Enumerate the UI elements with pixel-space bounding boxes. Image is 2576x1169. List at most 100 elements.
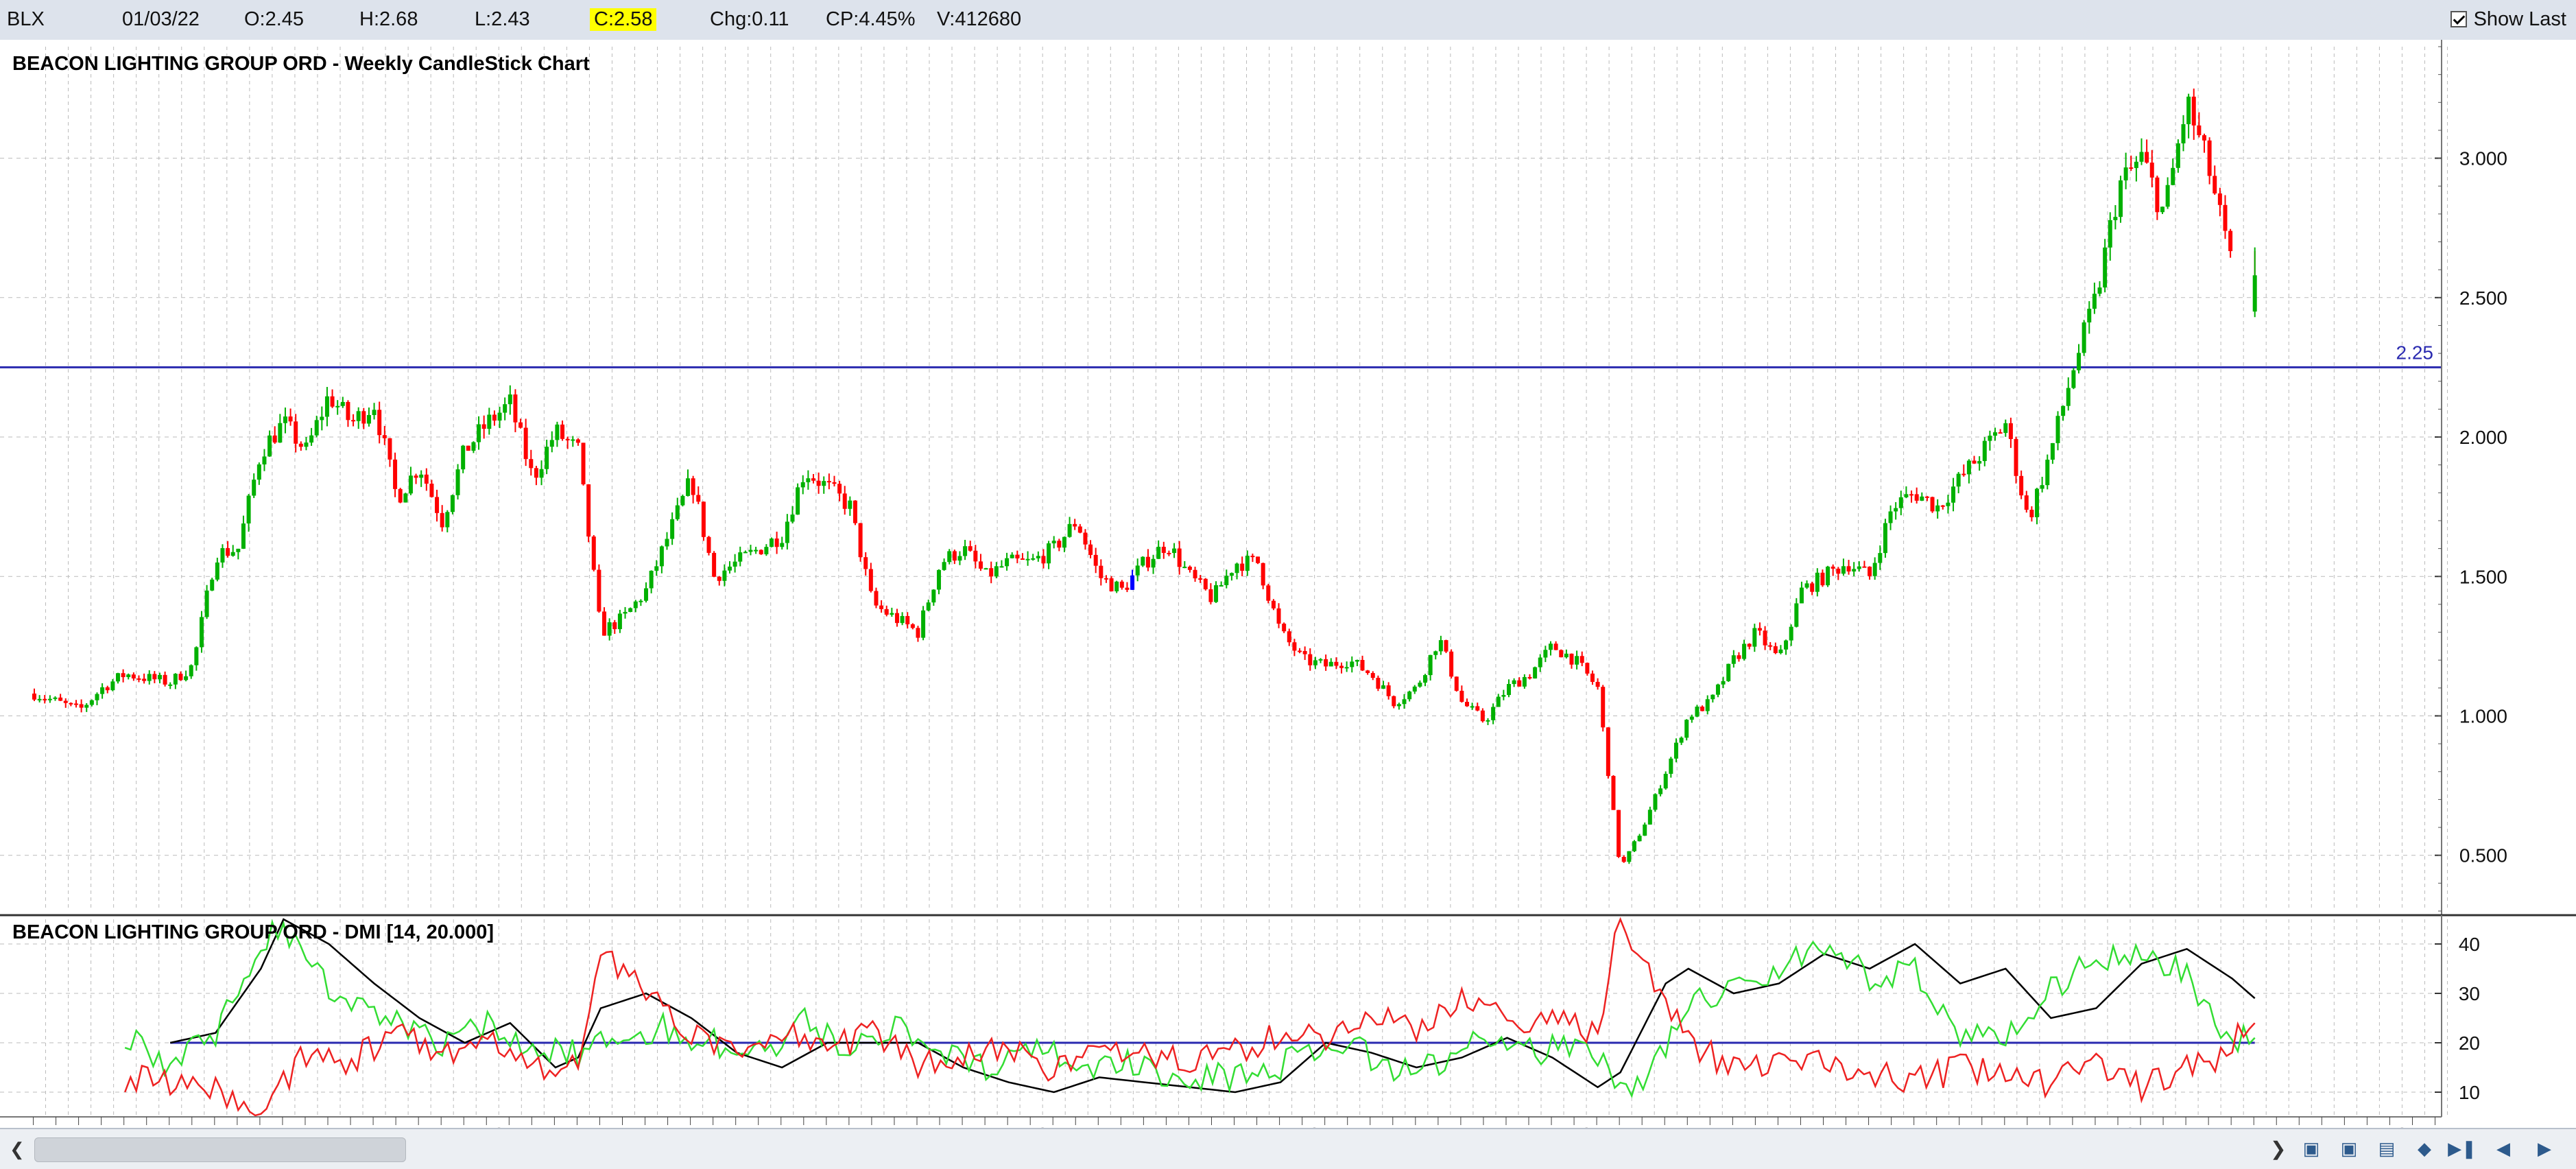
candle[interactable]: [215, 557, 219, 582]
candle[interactable]: [2181, 115, 2186, 152]
candle[interactable]: [1726, 663, 1731, 682]
candle[interactable]: [1041, 549, 1046, 569]
candle[interactable]: [1768, 641, 1773, 650]
candle[interactable]: [665, 532, 669, 550]
print-icon[interactable]: ▤: [2378, 1137, 2396, 1159]
candle[interactable]: [1020, 553, 1025, 560]
plus-di-line[interactable]: [124, 919, 2256, 1098]
candle[interactable]: [983, 567, 988, 570]
candle[interactable]: [1418, 680, 1422, 688]
candle[interactable]: [910, 623, 915, 630]
zoom-in-icon[interactable]: ▣: [2302, 1137, 2320, 1159]
candle[interactable]: [973, 545, 978, 569]
candle[interactable]: [1355, 659, 1359, 666]
candle[interactable]: [43, 694, 47, 704]
candle[interactable]: [351, 414, 356, 427]
candle[interactable]: [147, 670, 152, 685]
candle[interactable]: [1894, 501, 1898, 520]
candle[interactable]: [649, 570, 654, 593]
candle[interactable]: [309, 427, 314, 446]
candle[interactable]: [1527, 674, 1532, 680]
candle[interactable]: [1841, 558, 1846, 576]
candle[interactable]: [1051, 536, 1056, 549]
candle[interactable]: [236, 548, 241, 560]
candle[interactable]: [1810, 581, 1815, 595]
candle[interactable]: [534, 466, 538, 486]
candle[interactable]: [916, 626, 920, 642]
candle[interactable]: [1088, 540, 1093, 558]
candle[interactable]: [1804, 580, 1809, 589]
candle[interactable]: [419, 470, 424, 487]
candle[interactable]: [764, 544, 769, 556]
candle[interactable]: [1773, 642, 1778, 654]
candle[interactable]: [382, 425, 387, 445]
candle[interactable]: [1946, 495, 1951, 514]
candle[interactable]: [1036, 551, 1040, 562]
candle[interactable]: [743, 550, 748, 554]
candle[interactable]: [1031, 554, 1036, 561]
candle[interactable]: [199, 611, 204, 653]
candle[interactable]: [728, 561, 732, 574]
candle[interactable]: [1977, 456, 1982, 471]
candle[interactable]: [1428, 654, 1433, 681]
candle[interactable]: [492, 410, 497, 426]
candle[interactable]: [508, 385, 512, 415]
candle[interactable]: [136, 675, 141, 683]
candle[interactable]: [157, 672, 162, 684]
candle[interactable]: [1909, 490, 1914, 503]
candle[interactable]: [722, 564, 727, 587]
candle[interactable]: [894, 609, 899, 627]
candle[interactable]: [304, 436, 309, 451]
candle[interactable]: [346, 400, 350, 427]
candle[interactable]: [921, 606, 926, 641]
candle[interactable]: [1721, 676, 1726, 689]
candle[interactable]: [1104, 575, 1108, 583]
candle[interactable]: [330, 389, 335, 408]
candle[interactable]: [262, 449, 267, 471]
candle[interactable]: [2024, 491, 2029, 513]
candle[interactable]: [1141, 556, 1145, 567]
candle[interactable]: [2071, 368, 2076, 390]
candle[interactable]: [2055, 411, 2060, 451]
candle[interactable]: [1240, 556, 1245, 577]
candle[interactable]: [639, 599, 643, 606]
candle[interactable]: [1203, 578, 1208, 591]
candle[interactable]: [1486, 718, 1490, 725]
candle[interactable]: [2014, 436, 2018, 484]
candle[interactable]: [1988, 430, 1992, 451]
candle[interactable]: [2029, 506, 2034, 522]
candle[interactable]: [2223, 195, 2228, 239]
candle[interactable]: [84, 702, 89, 712]
candle[interactable]: [1114, 580, 1119, 593]
candle[interactable]: [2155, 176, 2160, 220]
candle[interactable]: [1172, 543, 1177, 558]
candle[interactable]: [445, 510, 450, 532]
candle[interactable]: [1632, 840, 1636, 852]
candle[interactable]: [1559, 649, 1564, 658]
candle[interactable]: [1235, 563, 1239, 580]
candle[interactable]: [47, 695, 52, 703]
candle[interactable]: [79, 699, 84, 713]
candle[interactable]: [1187, 565, 1192, 573]
candle[interactable]: [999, 560, 1004, 568]
candle[interactable]: [53, 696, 58, 701]
candle[interactable]: [612, 619, 617, 634]
candle[interactable]: [1543, 646, 1548, 663]
candle[interactable]: [1287, 628, 1291, 646]
candle[interactable]: [1444, 639, 1448, 653]
candle[interactable]: [2108, 212, 2112, 261]
candle[interactable]: [1830, 564, 1835, 576]
candle[interactable]: [1799, 581, 1804, 604]
candle[interactable]: [1302, 646, 1307, 660]
candle[interactable]: [837, 480, 842, 501]
candle[interactable]: [2197, 112, 2202, 138]
candle[interactable]: [848, 496, 852, 516]
candle[interactable]: [1789, 624, 1793, 646]
candle[interactable]: [732, 554, 737, 573]
candle[interactable]: [194, 646, 199, 671]
candle[interactable]: [267, 430, 272, 457]
candle[interactable]: [377, 401, 382, 444]
candle[interactable]: [1564, 649, 1569, 659]
candle[interactable]: [706, 536, 711, 556]
candle[interactable]: [414, 473, 418, 484]
